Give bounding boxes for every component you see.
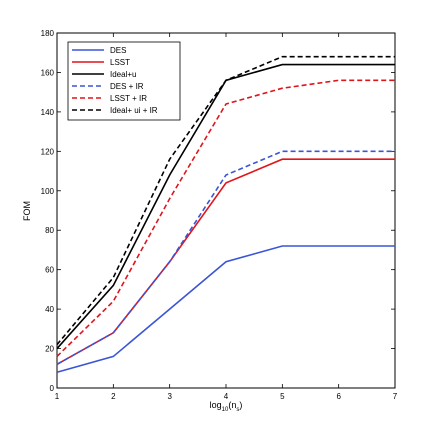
legend-label: LSST xyxy=(110,58,130,67)
legend-label: Ideal+ ui + IR xyxy=(110,106,158,115)
x-axis-label-arg-sub: s xyxy=(236,407,239,413)
legend-label: DES xyxy=(110,46,126,55)
x-tick-label: 4 xyxy=(224,392,229,401)
series-line-4 xyxy=(56,150,395,366)
legend-label: DES + IR xyxy=(110,82,144,91)
y-tick-label: 40 xyxy=(45,305,54,314)
y-tick-label: 160 xyxy=(41,68,55,77)
x-axis-label-arg: (n xyxy=(228,400,236,410)
x-tick-label: 3 xyxy=(167,392,172,401)
x-tick-label: 2 xyxy=(111,392,116,401)
y-tick-label: 180 xyxy=(41,29,55,38)
x-tick-label: 5 xyxy=(280,392,285,401)
legend-label: LSST + IR xyxy=(110,94,147,103)
x-tick-label: 1 xyxy=(55,392,60,401)
x-axis-label-log: log xyxy=(210,400,222,410)
y-tick-label: 140 xyxy=(41,108,55,117)
y-tick-label: 0 xyxy=(50,384,55,393)
series-line-6 xyxy=(56,55,395,346)
series-line-1 xyxy=(56,245,395,373)
x-tick-label: 6 xyxy=(336,392,341,401)
y-tick-label: 60 xyxy=(45,266,54,275)
tick-layer: 1 2 3 4 5 6 7 0 20 40 60 80 100 120 140 160 180 xyxy=(41,29,398,401)
y-tick-label: 80 xyxy=(45,226,54,235)
y-tick-label: 20 xyxy=(45,345,54,354)
y-axis-label: FOM xyxy=(22,201,32,221)
series-line-5 xyxy=(56,79,395,358)
legend-box xyxy=(67,41,181,121)
legend-label: Ideal+u xyxy=(110,70,136,79)
x-axis-label-base: 10 xyxy=(222,407,229,413)
x-tick-label: 7 xyxy=(393,392,398,401)
y-tick-label: 100 xyxy=(41,187,55,196)
series-layer xyxy=(56,55,395,373)
y-tick-label: 120 xyxy=(41,147,55,156)
x-axis-label: log10(ns) xyxy=(210,400,243,413)
legend: DES LSST Ideal+u DES + IR LSST + IR Ideal+ ui… xyxy=(67,41,181,121)
x-axis-label-close: ) xyxy=(239,400,242,410)
legend-entries: DES LSST Ideal+u DES + IR LSST + IR Ideal+ ui… xyxy=(72,46,158,115)
